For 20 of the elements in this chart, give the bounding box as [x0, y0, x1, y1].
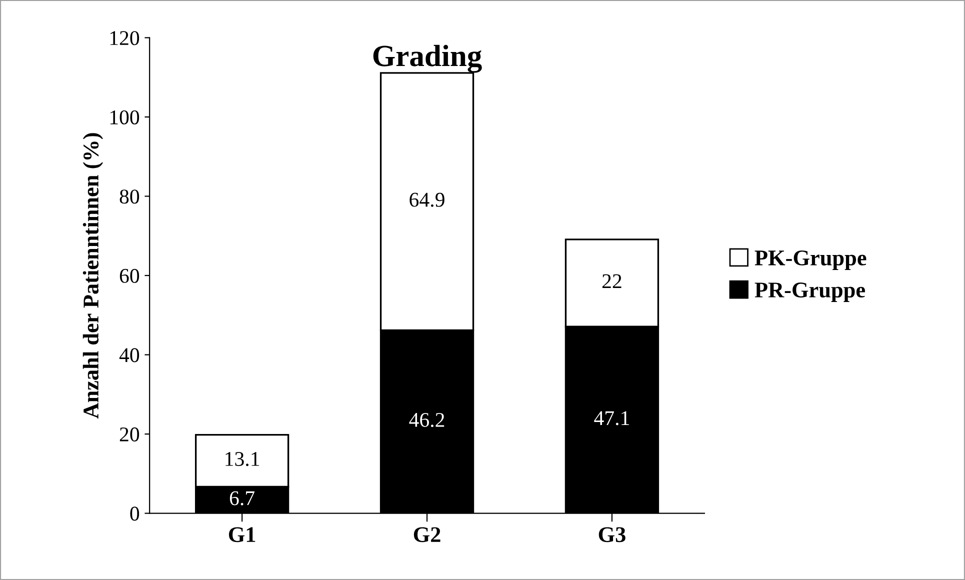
- y-tick-label: 60: [120, 268, 140, 283]
- data-label: 64.9: [410, 192, 444, 207]
- y-tick-label: 20: [120, 427, 140, 442]
- data-label: 22: [602, 274, 622, 288]
- y-tick-label: 100: [110, 110, 140, 124]
- legend-label: PR-Gruppe: [754, 282, 865, 302]
- y-tick-label: 40: [119, 348, 140, 362]
- chart-title: Grading: [373, 44, 482, 73]
- x-tick-label: G3: [598, 527, 626, 542]
- data-label: 47.1: [594, 411, 629, 426]
- data-label: 6.7: [230, 491, 254, 506]
- y-tick-label: 0: [130, 506, 140, 521]
- y-axis-title: Anzahl der Patienntinnen (%): [82, 133, 104, 419]
- x-tick-label: G2: [414, 527, 440, 542]
- x-tick-label: G1: [228, 527, 256, 542]
- y-tick-label: 80: [120, 190, 140, 204]
- y-tick-label: 120: [110, 31, 140, 46]
- legend-label: PK-Gruppe: [754, 250, 866, 270]
- data-label: 13.1: [226, 452, 260, 466]
- data-label: 46.2: [409, 412, 444, 428]
